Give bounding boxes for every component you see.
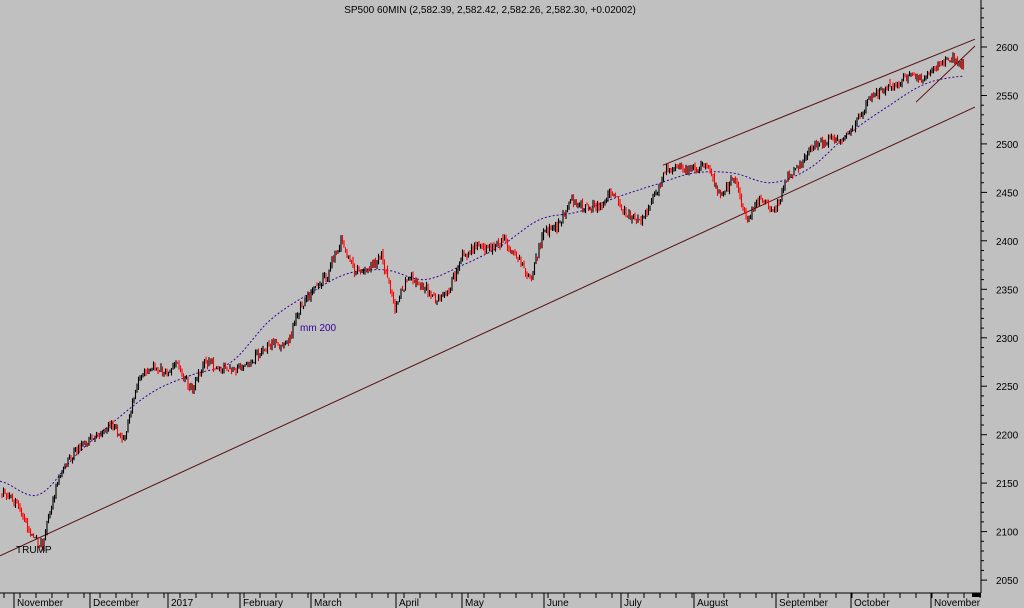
trendline-short-rising-wedge bbox=[915, 45, 976, 103]
x-tick-label: November bbox=[934, 598, 981, 608]
x-tick-label: April bbox=[399, 598, 419, 608]
trendline-layer bbox=[0, 38, 976, 557]
y-tick-label: 2200 bbox=[996, 431, 1019, 442]
y-tick-label: 2050 bbox=[996, 576, 1019, 587]
x-tick-label: August bbox=[697, 598, 728, 608]
annotation-trump: TRUMP bbox=[16, 545, 52, 556]
x-tick-label: July bbox=[624, 598, 642, 608]
y-tick-label: 2100 bbox=[996, 528, 1019, 539]
trendline-upper-resistance bbox=[662, 38, 976, 166]
y-tick-label: 2450 bbox=[996, 188, 1019, 199]
y-tick-label: 2600 bbox=[996, 43, 1019, 54]
chart-title: SP500 60MIN (2,582.39, 2,582.42, 2,582.2… bbox=[344, 5, 636, 16]
x-tick-label: October bbox=[854, 598, 890, 608]
x-tick-label: September bbox=[779, 598, 829, 608]
y-tick-label: 2150 bbox=[996, 479, 1019, 490]
annotation-layer: TRUMP mm 200 bbox=[16, 323, 337, 556]
trendline-lower-support bbox=[0, 106, 976, 557]
annotation-mm-200: mm 200 bbox=[300, 323, 337, 334]
y-tick-label: 2300 bbox=[996, 334, 1019, 345]
current-price-marker bbox=[972, 593, 981, 597]
x-tick-label: March bbox=[314, 598, 342, 608]
x-tick-label: May bbox=[465, 598, 484, 608]
y-tick-label: 2550 bbox=[996, 92, 1019, 103]
x-tick-label: December bbox=[93, 598, 140, 608]
ma200-line bbox=[0, 75, 964, 497]
y-tick-label: 2250 bbox=[996, 382, 1019, 393]
y-tick-label: 2400 bbox=[996, 237, 1019, 248]
x-tick-label: February bbox=[243, 598, 283, 608]
y-tick-label: 2500 bbox=[996, 140, 1019, 151]
x-tick-label: November bbox=[17, 598, 64, 608]
y-tick-label: 2350 bbox=[996, 285, 1019, 296]
candlestick-layer bbox=[1, 52, 965, 552]
x-tick-label: June bbox=[547, 598, 569, 608]
x-tick-label: 2017 bbox=[171, 598, 194, 608]
moving-average-layer bbox=[0, 75, 964, 497]
